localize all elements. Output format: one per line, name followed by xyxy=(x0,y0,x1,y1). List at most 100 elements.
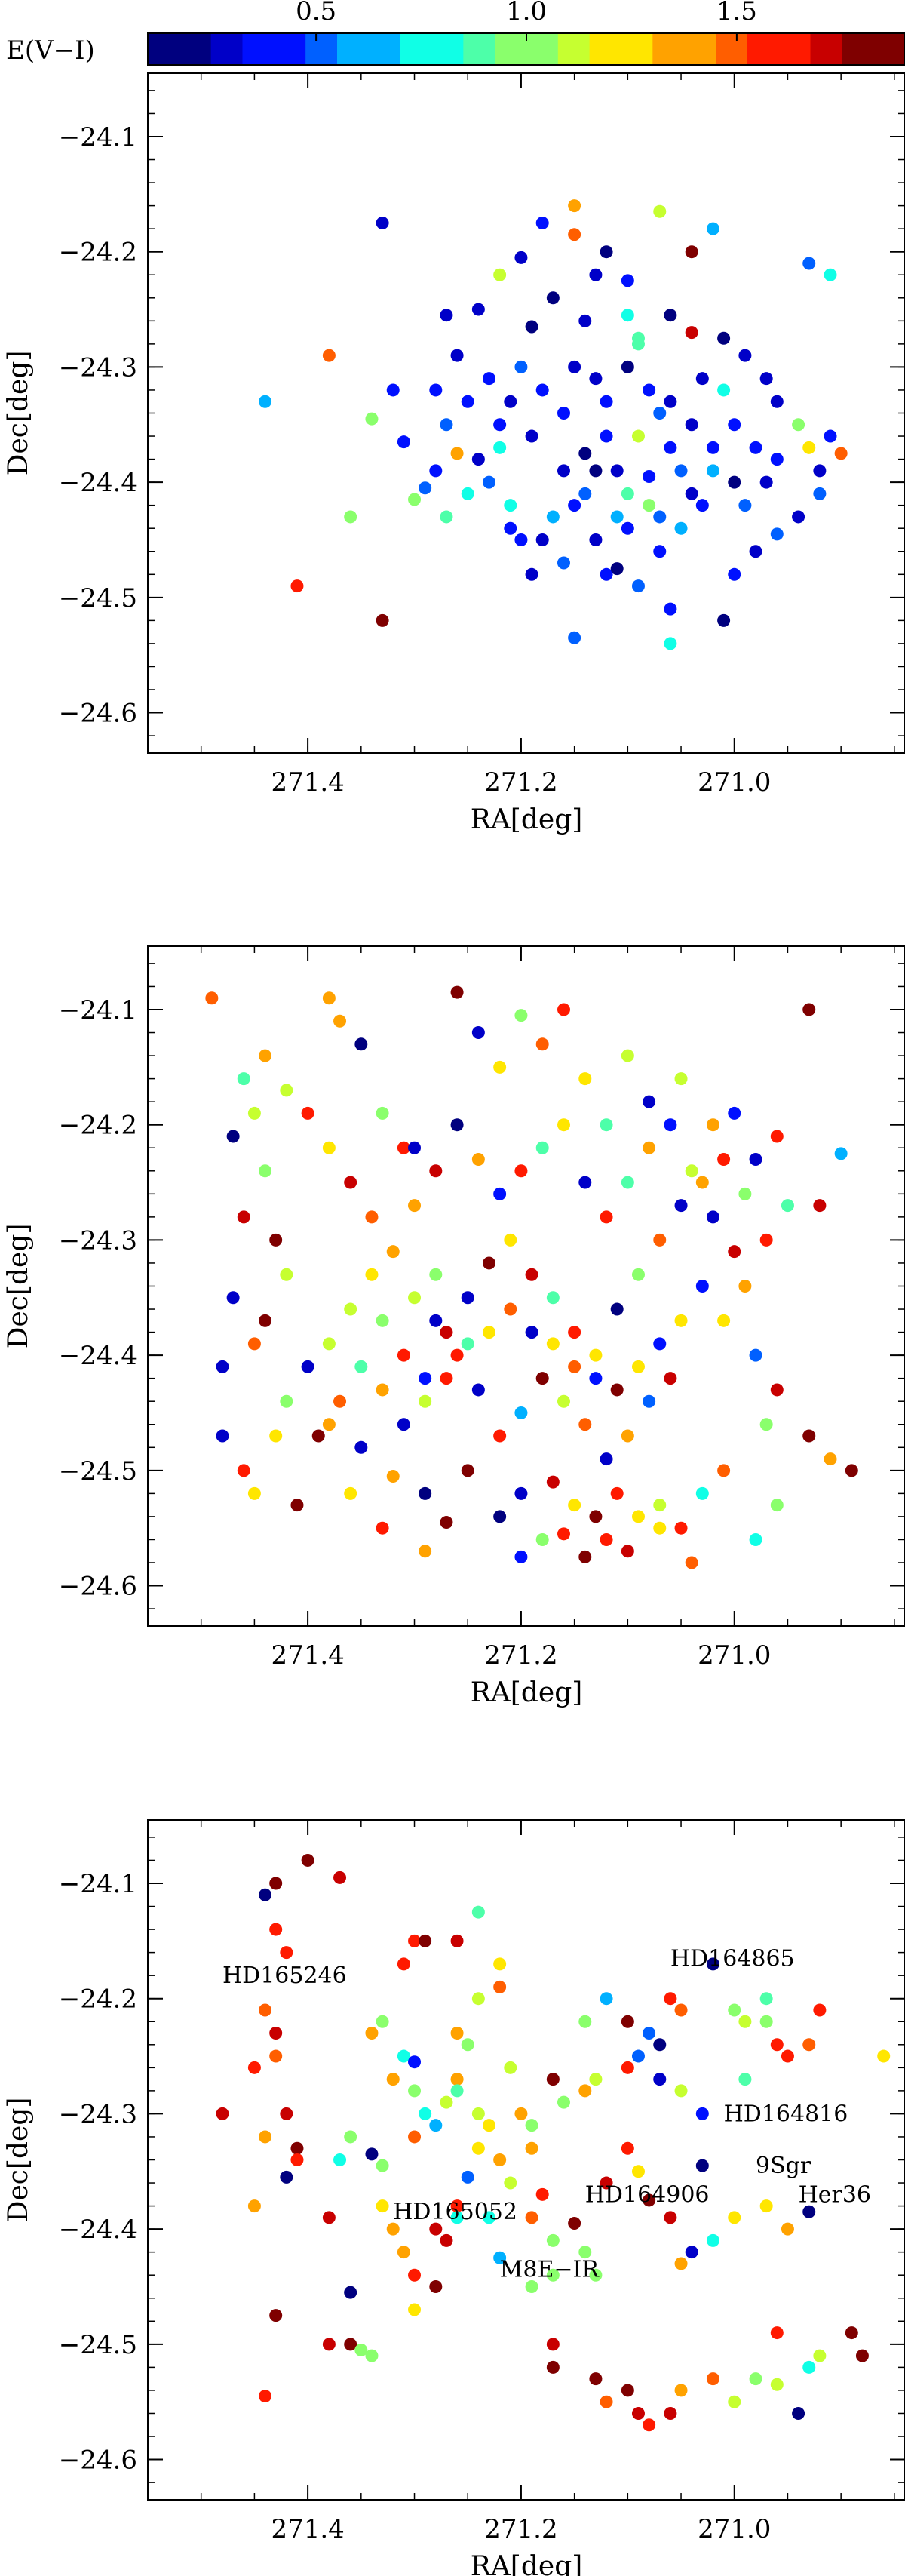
data-point xyxy=(525,429,538,443)
data-point xyxy=(610,510,624,524)
data-point xyxy=(535,1037,549,1051)
data-point xyxy=(589,2268,603,2282)
colorbar-cell xyxy=(557,33,591,65)
data-point xyxy=(738,2015,752,2028)
data-point xyxy=(535,217,549,230)
x-tick-label: 271.4 xyxy=(271,2514,344,2544)
data-point xyxy=(749,545,762,558)
data-point xyxy=(311,1429,325,1443)
data-point xyxy=(792,2406,805,2420)
data-point xyxy=(781,1199,794,1213)
data-point xyxy=(376,1314,389,1327)
data-point xyxy=(578,487,592,500)
x-tick-label: 271.0 xyxy=(698,1640,771,1671)
data-point xyxy=(546,2360,560,2374)
data-point xyxy=(813,1199,827,1213)
data-point xyxy=(770,1130,784,1143)
data-point xyxy=(386,2222,400,2236)
data-point xyxy=(664,2406,677,2420)
data-point xyxy=(429,1164,443,1178)
data-point xyxy=(450,2084,464,2098)
data-point xyxy=(706,1957,719,1971)
data-point xyxy=(749,1348,762,1362)
data-point xyxy=(333,1014,347,1028)
data-point xyxy=(621,1429,634,1443)
data-point xyxy=(589,2073,603,2086)
data-point xyxy=(419,2107,432,2120)
data-point xyxy=(535,2187,549,2201)
data-point xyxy=(557,1394,570,1408)
data-point xyxy=(247,1337,261,1351)
data-point xyxy=(664,1118,677,1132)
data-point xyxy=(269,1923,283,1936)
data-point xyxy=(600,1118,613,1132)
data-point xyxy=(237,1072,250,1086)
data-point xyxy=(440,1516,453,1529)
data-point xyxy=(344,2286,357,2299)
colorbar-cell xyxy=(810,33,842,65)
y-tick-label: −24.3 xyxy=(59,352,137,383)
data-point xyxy=(621,1176,634,1189)
data-point xyxy=(493,1060,507,1074)
data-point xyxy=(216,2107,229,2120)
data-point xyxy=(504,2176,517,2190)
data-point xyxy=(205,991,219,1005)
data-point xyxy=(397,1348,410,1362)
data-point xyxy=(578,314,592,327)
data-point xyxy=(376,217,389,230)
data-point xyxy=(706,1118,719,1132)
data-point xyxy=(759,1992,773,2006)
data-point xyxy=(621,2141,634,2155)
scatter-panel-2: 271.4 271.2 271.0 −24.1 −24.2 −24.3 −24.4 −24.5… xyxy=(3,945,905,1708)
data-point xyxy=(546,2338,560,2351)
scatter-panel-3: 271.4 271.2 271.0 −24.1 −24.2 −24.3 −24.4 −24.5… xyxy=(3,1819,905,2576)
data-point xyxy=(621,521,634,535)
colorbar-cell xyxy=(148,33,180,65)
data-point xyxy=(483,1256,496,1270)
data-point xyxy=(471,303,485,316)
data-point xyxy=(450,2073,464,2086)
data-point xyxy=(471,2141,485,2155)
data-point xyxy=(674,2384,688,2397)
y-axis-title: Dec[deg] xyxy=(3,351,34,476)
data-point xyxy=(845,2326,858,2340)
data-point xyxy=(461,2170,474,2184)
data-point xyxy=(259,1164,272,1178)
data-point xyxy=(695,2159,709,2172)
data-point xyxy=(525,2279,538,2293)
data-point xyxy=(738,1280,752,1293)
data-point xyxy=(259,1314,272,1327)
data-point xyxy=(535,1372,549,1385)
data-point xyxy=(450,985,464,999)
data-points xyxy=(205,985,858,1569)
data-point xyxy=(535,533,549,546)
y-tick-label: −24.6 xyxy=(59,1572,137,1602)
data-point xyxy=(578,2015,592,2028)
data-point xyxy=(546,1291,560,1305)
data-point xyxy=(461,1291,474,1305)
x-tick-label: 271.2 xyxy=(484,2514,557,2544)
data-point xyxy=(568,499,581,512)
colorbar: E(V−I) 0.5 1.0 1.5 xyxy=(6,0,905,66)
data-point xyxy=(365,1268,379,1281)
data-point xyxy=(216,1360,229,1373)
x-axis-title: RA[deg] xyxy=(471,804,583,835)
data-point xyxy=(525,320,538,334)
data-point xyxy=(631,1360,645,1373)
data-point xyxy=(493,418,507,432)
data-point xyxy=(376,2015,389,2028)
data-point xyxy=(290,2153,304,2166)
data-point xyxy=(354,2343,368,2356)
data-point xyxy=(419,481,432,495)
data-point xyxy=(674,464,688,478)
data-point xyxy=(578,1550,592,1563)
data-point xyxy=(408,2268,422,2282)
data-point xyxy=(247,1486,261,1500)
colorbar-cell xyxy=(463,33,495,65)
object-label: Her36 xyxy=(799,2181,871,2208)
data-point xyxy=(578,447,592,460)
data-point xyxy=(376,1383,389,1397)
data-point xyxy=(514,1164,528,1178)
data-point xyxy=(397,1141,410,1154)
